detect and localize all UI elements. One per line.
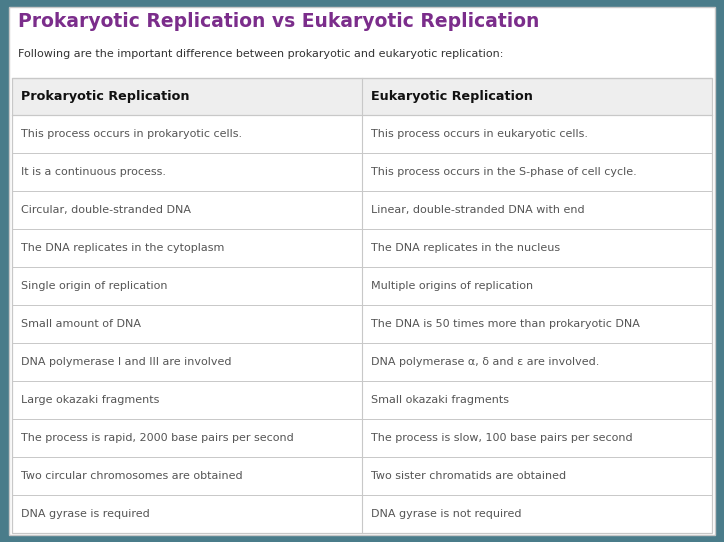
Text: The DNA is 50 times more than prokaryotic DNA: The DNA is 50 times more than prokaryoti… [371, 319, 639, 329]
Text: This process occurs in prokaryotic cells.: This process occurs in prokaryotic cells… [21, 129, 242, 139]
Text: This process occurs in eukaryotic cells.: This process occurs in eukaryotic cells. [371, 129, 588, 139]
Text: Multiple origins of replication: Multiple origins of replication [371, 281, 533, 291]
Text: Prokaryotic Replication vs Eukaryotic Replication: Prokaryotic Replication vs Eukaryotic Re… [18, 12, 539, 31]
Text: Eukaryotic Replication: Eukaryotic Replication [371, 90, 533, 103]
Text: Large okazaki fragments: Large okazaki fragments [21, 395, 159, 405]
Text: DNA gyrase is required: DNA gyrase is required [21, 509, 150, 519]
Text: Linear, double-stranded DNA with end: Linear, double-stranded DNA with end [371, 205, 584, 215]
FancyBboxPatch shape [12, 79, 712, 115]
Text: The process is rapid, 2000 base pairs per second: The process is rapid, 2000 base pairs pe… [21, 433, 294, 443]
Text: Small amount of DNA: Small amount of DNA [21, 319, 141, 329]
Text: DNA polymerase α, δ and ε are involved.: DNA polymerase α, δ and ε are involved. [371, 357, 599, 367]
FancyBboxPatch shape [9, 7, 715, 535]
Text: Following are the important difference between prokaryotic and eukaryotic replic: Following are the important difference b… [18, 49, 503, 59]
Text: Circular, double-stranded DNA: Circular, double-stranded DNA [21, 205, 191, 215]
Text: Small okazaki fragments: Small okazaki fragments [371, 395, 509, 405]
Text: Single origin of replication: Single origin of replication [21, 281, 167, 291]
Text: DNA gyrase is not required: DNA gyrase is not required [371, 509, 521, 519]
Text: Prokaryotic Replication: Prokaryotic Replication [21, 90, 190, 103]
Text: It is a continuous process.: It is a continuous process. [21, 167, 166, 177]
Text: The DNA replicates in the cytoplasm: The DNA replicates in the cytoplasm [21, 243, 224, 253]
Text: The DNA replicates in the nucleus: The DNA replicates in the nucleus [371, 243, 560, 253]
Text: The process is slow, 100 base pairs per second: The process is slow, 100 base pairs per … [371, 433, 632, 443]
Text: Two circular chromosomes are obtained: Two circular chromosomes are obtained [21, 471, 243, 481]
Text: DNA polymerase I and III are involved: DNA polymerase I and III are involved [21, 357, 232, 367]
Text: Two sister chromatids are obtained: Two sister chromatids are obtained [371, 471, 566, 481]
Text: This process occurs in the S-phase of cell cycle.: This process occurs in the S-phase of ce… [371, 167, 636, 177]
